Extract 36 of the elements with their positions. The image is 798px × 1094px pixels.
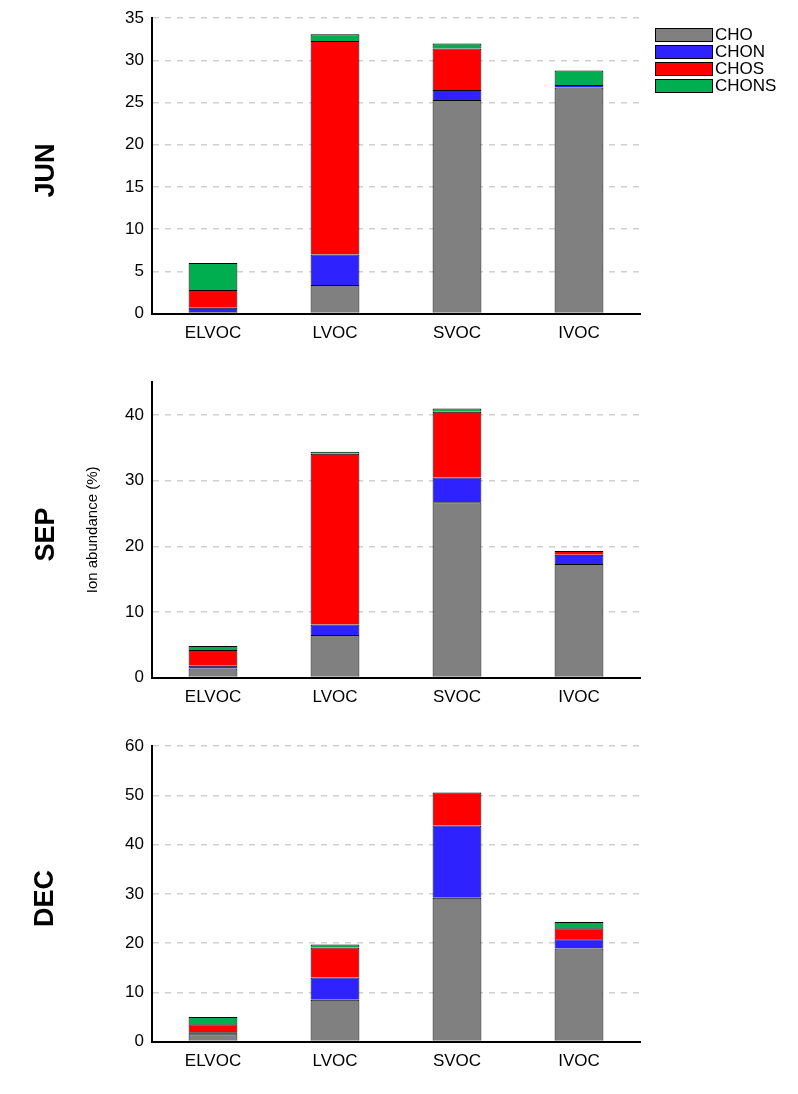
y-tick-label: 30 [125,50,144,70]
y-tick-label: 50 [125,785,144,805]
x-tick-label: IVOC [558,687,600,707]
y-tick-label: 0 [134,1031,144,1051]
y-tick-label: 10 [125,982,144,1002]
text: SEP [29,506,61,562]
x-tick-label: ELVOC [184,323,242,343]
text: JUN [29,142,61,198]
x-tick-label: SVOC [432,687,482,707]
x-tick-label: ELVOC [184,1051,242,1071]
y-tick-label: 40 [125,834,144,854]
y-tick-label: 0 [134,303,144,323]
y-tick-label: 0 [134,667,144,687]
y-tick-label: 20 [125,932,144,952]
x-tick-label: LVOC [312,1051,358,1071]
y-tick-label: 15 [125,176,144,196]
y-tick-label: 10 [125,601,144,621]
x-tick-label: IVOC [558,1051,600,1071]
x-tick-label: SVOC [432,323,482,343]
y-tick-label: 20 [125,536,144,555]
x-tick-label: LVOC [312,687,358,707]
y-tick-label: 60 [125,735,144,755]
y-tick-label: 35 [125,7,144,27]
y-tick-label: 25 [125,92,144,112]
y-axis-title: Ion abundance (%) [83,466,101,594]
x-tick-label: ELVOC [184,687,242,707]
y-tick-label: 10 [125,218,144,238]
y-tick-label: 30 [125,883,144,903]
y-tick-label: 40 [125,404,144,424]
y-tick-label: 30 [125,470,144,490]
y-tick-label: 20 [125,134,144,154]
y-tick-label: 5 [134,261,144,281]
x-tick-label: IVOC [558,323,600,343]
text: DEC [29,869,61,927]
x-tick-label: SVOC [432,1051,482,1071]
x-tick-label: LVOC [312,323,358,343]
